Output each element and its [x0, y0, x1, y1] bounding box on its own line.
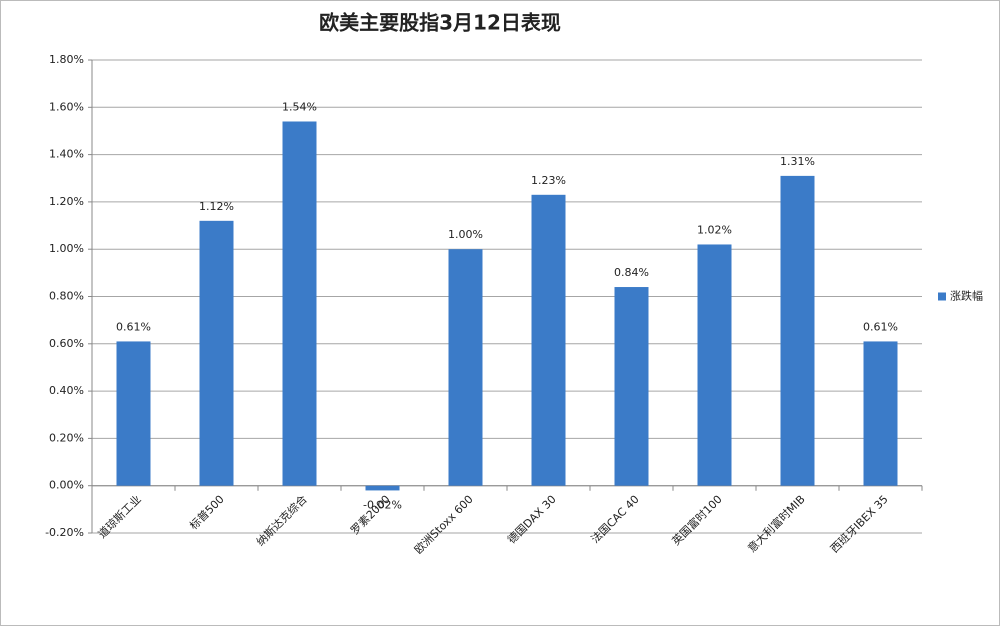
value-label: 1.12%: [199, 200, 234, 213]
value-label: 0.61%: [863, 320, 898, 333]
y-tick-label: 0.40%: [49, 384, 84, 397]
bar: [697, 244, 732, 486]
y-tick-label: 1.00%: [49, 242, 84, 255]
y-tick-label: 1.20%: [49, 195, 84, 208]
bar: [282, 121, 317, 486]
bar: [780, 175, 815, 486]
y-tick-label: -0.20%: [45, 526, 84, 539]
y-tick-label: 1.60%: [49, 100, 84, 113]
bar: [116, 341, 151, 486]
bar: [448, 249, 483, 486]
value-label: 1.00%: [448, 228, 483, 241]
value-label: 1.31%: [780, 155, 815, 168]
chart-title: 欧美主要股指3月12日表现: [319, 11, 561, 35]
bar: [365, 485, 400, 491]
value-label: 0.61%: [116, 320, 151, 333]
value-label: 1.54%: [282, 100, 317, 113]
y-tick-label: 1.80%: [49, 53, 84, 66]
value-label: 1.02%: [697, 223, 732, 236]
bar: [531, 194, 566, 486]
bar: [863, 341, 898, 486]
legend-label: 涨跌幅: [950, 289, 983, 303]
legend-swatch: [938, 292, 946, 301]
y-tick-label: 0.00%: [49, 479, 84, 492]
value-label: 1.23%: [531, 174, 566, 187]
bar: [199, 220, 234, 486]
y-tick-label: 0.60%: [49, 337, 84, 350]
y-tick-label: 1.40%: [49, 148, 84, 161]
y-tick-label: 0.80%: [49, 290, 84, 303]
value-label: 0.84%: [614, 266, 649, 279]
value-label: -0.02%: [363, 499, 402, 512]
bar: [614, 287, 649, 486]
y-tick-label: 0.20%: [49, 431, 84, 444]
